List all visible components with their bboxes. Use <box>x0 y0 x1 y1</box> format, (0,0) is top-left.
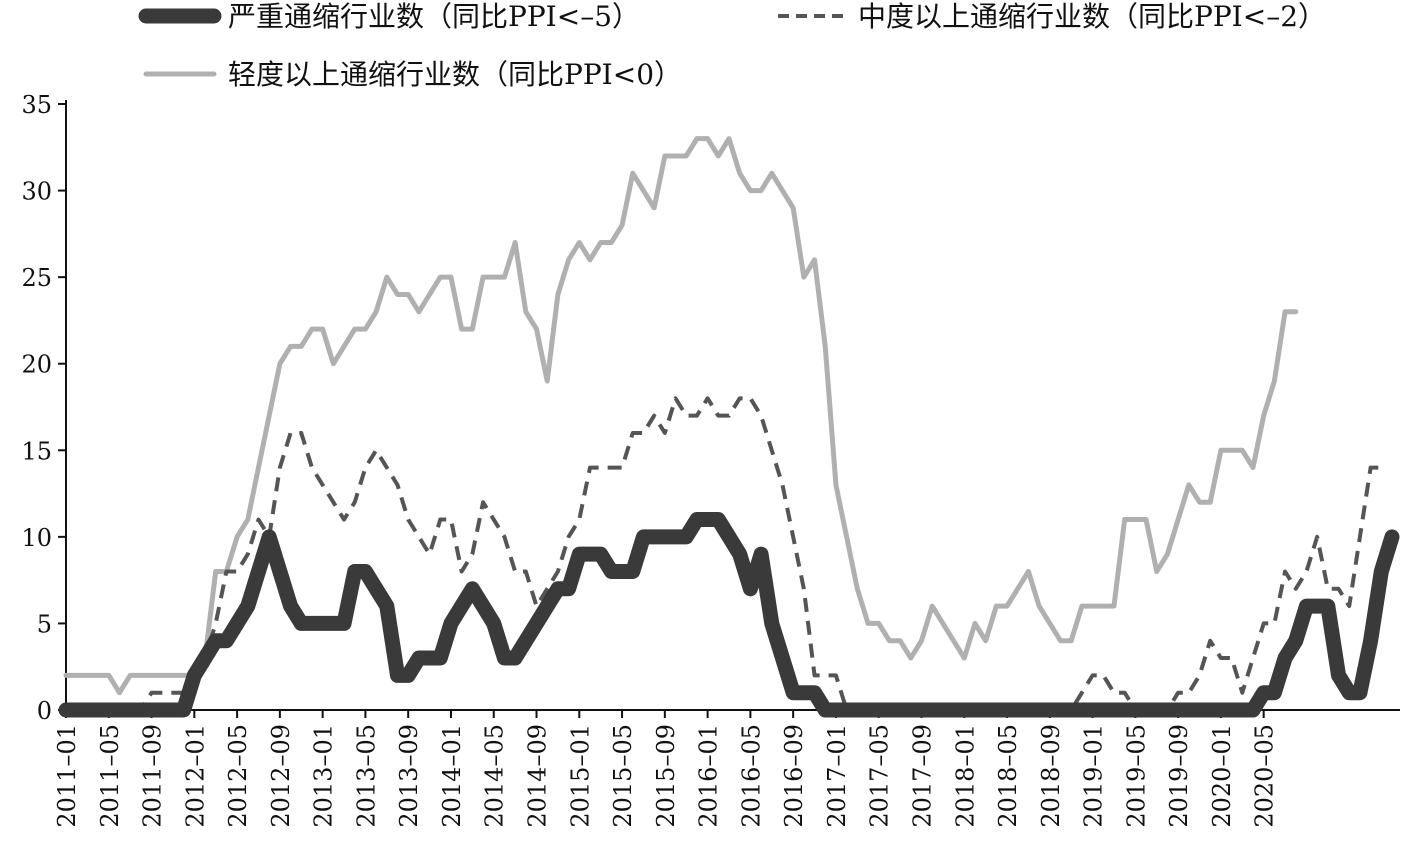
x-tick-label: 2020–05 <box>1251 724 1279 828</box>
x-tick-label: 2019–01 <box>1080 724 1108 828</box>
x-tick-label: 2011–01 <box>53 724 81 828</box>
series-layer <box>58 136 1400 718</box>
y-tick-label: 30 <box>21 178 52 206</box>
legend-label-0: 严重通缩行业数（同比PPI<–5） <box>228 0 640 33</box>
x-tick-label: 2018–09 <box>1037 724 1065 828</box>
x-tick-label: 2012–01 <box>181 724 209 828</box>
series-line-0 <box>58 512 1400 718</box>
series-line-2 <box>63 136 1299 696</box>
x-tick-label: 2012–05 <box>224 724 252 828</box>
x-tick-label: 2017–05 <box>866 724 894 828</box>
x-tick-label: 2015–09 <box>652 724 680 828</box>
x-tick-label: 2011–09 <box>139 724 167 828</box>
x-tick-label: 2019–05 <box>1122 724 1150 828</box>
x-tick-label: 2017–01 <box>823 724 851 828</box>
legend-label-1: 中度以上通缩行业数（同比PPI<–2） <box>858 0 1326 33</box>
x-tick-label: 2015–05 <box>609 724 637 828</box>
y-tick-label: 25 <box>21 264 52 292</box>
y-tick-label: 35 <box>21 91 52 119</box>
x-tick-label: 2020–01 <box>1208 724 1236 828</box>
axes: 0 5 10 15 20 25 30 35 2011–01 2011–05 2011–09 2012–… <box>21 91 1400 828</box>
x-tick-label: 2013–09 <box>395 724 423 828</box>
y-tick-label: 15 <box>21 437 52 465</box>
x-tick-label: 2014–01 <box>438 724 466 828</box>
y-tick-label: 20 <box>21 351 52 379</box>
x-tick-label: 2013–01 <box>310 724 338 828</box>
x-tick-label: 2014–05 <box>481 724 509 828</box>
x-tick-label: 2019–09 <box>1165 724 1193 828</box>
x-tick-label: 2016–09 <box>780 724 808 828</box>
y-tick-label: 10 <box>21 524 52 552</box>
legend-label-2: 轻度以上通缩行业数（同比PPI<0） <box>228 58 682 91</box>
y-tick-label: 0 <box>37 697 52 725</box>
x-tick-label: 2014–09 <box>524 724 552 828</box>
x-tick-label: 2018–05 <box>994 724 1022 828</box>
x-tick-label: 2016–05 <box>737 724 765 828</box>
x-tick-label: 2015–01 <box>566 724 594 828</box>
x-tick-label: 2011–05 <box>96 724 124 828</box>
x-tick-label: 2017–09 <box>908 724 936 828</box>
y-tick-label: 5 <box>37 610 52 638</box>
x-tick-label: 2018–01 <box>951 724 979 828</box>
x-tick-label: 2013–05 <box>352 724 380 828</box>
x-tick-label: 2012–09 <box>267 724 295 828</box>
legend: 严重通缩行业数（同比PPI<–5） 中度以上通缩行业数（同比PPI<–2） 轻度以上… <box>138 0 1326 91</box>
x-tick-label: 2016–01 <box>695 724 723 828</box>
